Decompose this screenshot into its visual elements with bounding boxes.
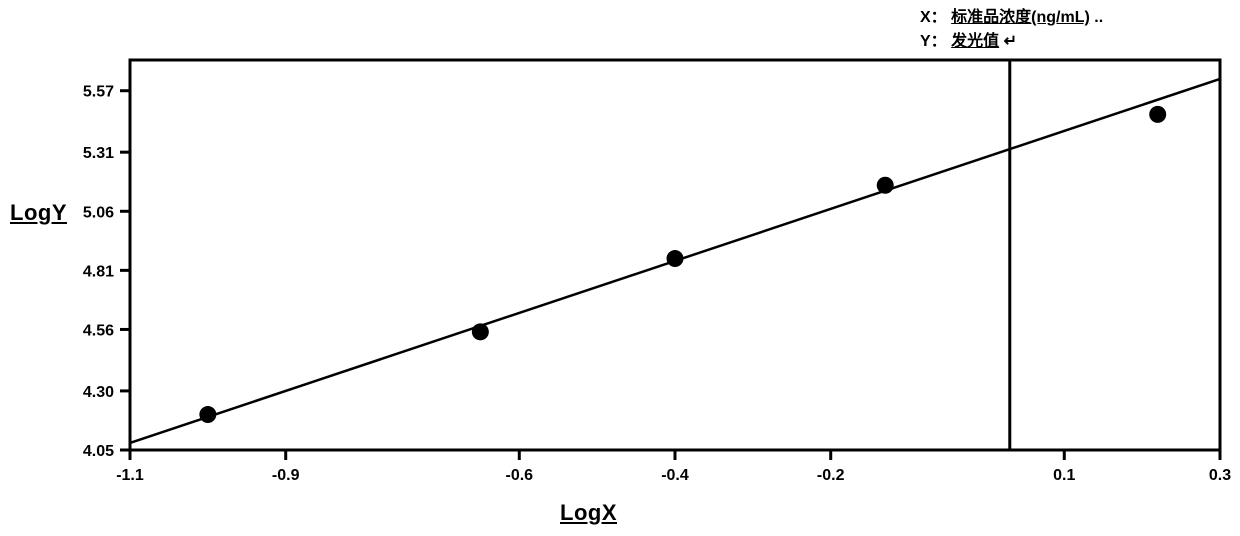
y-tick-label: 5.06: [83, 204, 114, 221]
y-tick-label: 4.56: [83, 322, 114, 339]
data-point: [877, 177, 894, 194]
x-tick-label: -1.1: [116, 467, 144, 484]
data-point: [199, 406, 216, 423]
data-point: [667, 250, 684, 267]
chart-container: X： 标准品浓度(ng/mL) .. Y： 发光值 ↵ LogY LogX -1…: [0, 0, 1240, 536]
x-tick-label: -0.9: [272, 467, 300, 484]
y-tick-label: 4.30: [83, 384, 114, 401]
x-tick-label: -0.2: [817, 467, 845, 484]
data-point: [1149, 106, 1166, 123]
x-tick-label: 0.1: [1053, 467, 1075, 484]
data-point: [472, 323, 489, 340]
x-tick-label: 0.3: [1209, 467, 1231, 484]
chart-svg: -1.1 -0.9 -0.6 -0.4 -0.2 0.1 0.3 4.05 4.30 4.56 4.…: [0, 0, 1240, 536]
y-tick-label: 4.81: [83, 263, 114, 280]
x-tick-label: -0.6: [505, 467, 533, 484]
x-tick-label: -0.4: [661, 467, 689, 484]
y-tick-label: 5.31: [83, 145, 114, 162]
y-tick-label: 5.57: [83, 84, 114, 101]
y-tick-label: 4.05: [83, 443, 114, 460]
